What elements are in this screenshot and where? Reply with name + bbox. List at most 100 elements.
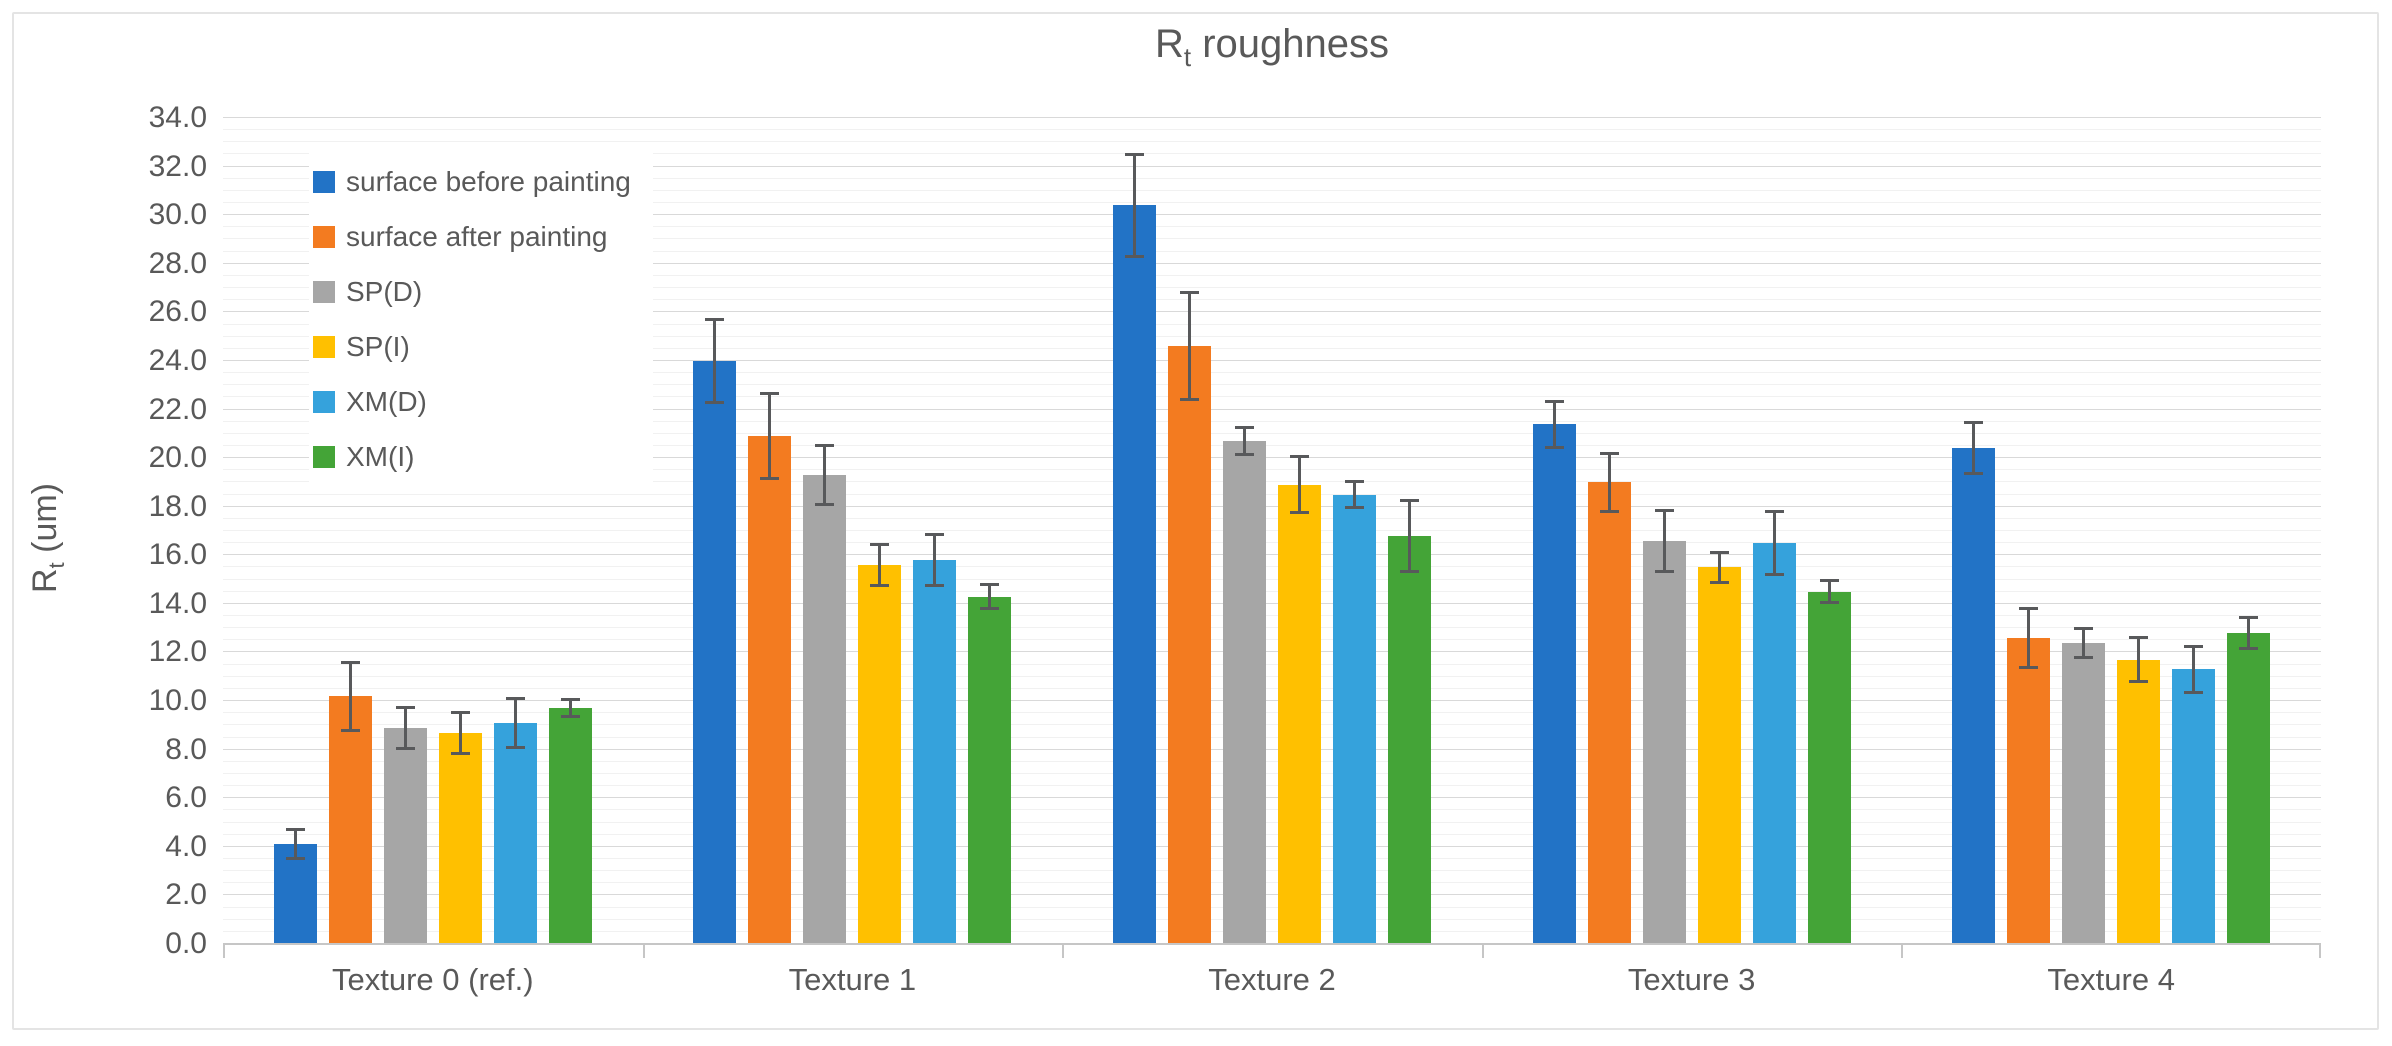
bar-xm-d--4 xyxy=(2172,669,2216,944)
error-bar-cap xyxy=(925,584,945,588)
y-axis-tick-label: 20.0 xyxy=(148,441,207,475)
legend-label: XM(I) xyxy=(346,440,415,472)
error-bar-cap xyxy=(395,746,415,750)
bar-sp-i--3 xyxy=(1697,567,1741,944)
error-bar xyxy=(458,712,462,754)
minor-gridline xyxy=(223,821,2321,823)
minor-gridline xyxy=(223,785,2321,787)
error-bar xyxy=(933,534,937,586)
error-bar xyxy=(1552,401,1556,448)
minor-gridline xyxy=(223,372,2321,374)
x-axis-tick xyxy=(642,944,645,958)
minor-gridline xyxy=(223,287,2321,289)
bar-surface-after-painting-0 xyxy=(328,696,372,944)
major-gridline xyxy=(223,214,2321,216)
error-bar-cap xyxy=(1400,499,1419,503)
y-axis-tick-label: 34.0 xyxy=(148,101,207,134)
legend-label: SP(I) xyxy=(346,330,410,362)
error-bar-cap xyxy=(2129,636,2149,640)
minor-gridline xyxy=(223,530,2321,531)
y-axis-title-subscript: t xyxy=(43,562,69,569)
error-bar-cap xyxy=(2019,665,2039,669)
minor-gridline xyxy=(223,736,2321,738)
minor-gridline xyxy=(223,141,2321,143)
error-bar-cap xyxy=(1819,601,1839,605)
bar-sp-i--4 xyxy=(2117,659,2161,944)
error-bar xyxy=(823,445,827,505)
error-bar xyxy=(1133,154,1136,257)
error-bar-cap xyxy=(1764,510,1784,514)
error-bar-cap xyxy=(340,660,360,664)
error-bar xyxy=(403,707,407,749)
minor-gridline xyxy=(223,578,2321,580)
minor-gridline xyxy=(223,675,2321,677)
minor-gridline xyxy=(223,226,2321,228)
error-bar xyxy=(513,698,517,748)
minor-gridline xyxy=(223,566,2321,568)
chart-title-rest: roughness xyxy=(1191,22,1390,66)
legend-item: surface before painting xyxy=(313,154,631,209)
minor-gridline xyxy=(223,299,2321,301)
legend-item: surface after painting xyxy=(313,209,631,264)
error-bar-cap xyxy=(1654,508,1674,512)
minor-gridline xyxy=(223,250,2321,252)
bar-xm-d--3 xyxy=(1752,543,1796,944)
bar-sp-i--0 xyxy=(438,732,482,944)
error-bar-cap xyxy=(1709,580,1729,584)
error-bar xyxy=(2137,637,2141,682)
error-bar-cap xyxy=(870,542,890,546)
error-bar-cap xyxy=(760,477,780,481)
x-axis-tick xyxy=(223,944,225,958)
error-bar-cap xyxy=(2239,647,2259,651)
minor-gridline xyxy=(223,517,2321,519)
error-bar-cap xyxy=(560,698,580,702)
x-axis-line xyxy=(223,943,2321,945)
error-bar-cap xyxy=(2019,607,2039,611)
legend: surface before painting surface after pai… xyxy=(309,150,653,488)
error-bar-cap xyxy=(1709,551,1729,555)
minor-gridline xyxy=(223,712,2321,714)
minor-gridline xyxy=(223,857,2321,859)
legend-label: SP(D) xyxy=(346,275,423,307)
error-bar-cap xyxy=(450,751,470,755)
error-bar xyxy=(348,662,352,731)
minor-gridline xyxy=(223,432,2321,434)
minor-gridline xyxy=(223,420,2321,422)
y-axis-tick-label: 28.0 xyxy=(148,246,207,280)
major-gridline xyxy=(223,505,2321,507)
error-bar-cap xyxy=(1180,291,1199,295)
error-bar-cap xyxy=(340,728,360,732)
major-gridline xyxy=(223,845,2321,847)
error-bar xyxy=(2247,617,2251,649)
bar-xm-d--0 xyxy=(493,722,537,944)
minor-gridline xyxy=(223,238,2321,240)
x-axis-category-label: Texture 4 xyxy=(2047,962,2175,997)
bar-sp-d--1 xyxy=(803,475,847,944)
y-axis-title: Rt (um) xyxy=(26,125,72,951)
error-bar-cap xyxy=(1290,511,1309,515)
major-gridline xyxy=(223,165,2321,167)
legend-swatch xyxy=(313,445,335,468)
error-bar xyxy=(1607,453,1611,512)
error-bar xyxy=(1717,552,1721,583)
error-bar-cap xyxy=(815,502,835,506)
bar-xm-i--3 xyxy=(1807,591,1851,944)
chart-title-base: R xyxy=(1154,22,1184,66)
x-axis-tick xyxy=(1901,944,1904,958)
error-bar-cap xyxy=(450,710,470,714)
minor-gridline xyxy=(223,760,2321,762)
minor-gridline xyxy=(223,542,2321,544)
bar-surface-after-painting-3 xyxy=(1587,482,1631,944)
error-bar-cap xyxy=(2074,626,2094,630)
error-bar-cap xyxy=(2184,691,2204,695)
y-axis-tick-label: 18.0 xyxy=(148,489,207,523)
minor-gridline xyxy=(223,590,2321,592)
error-bar-cap xyxy=(1345,479,1364,483)
major-gridline xyxy=(223,359,2321,361)
minor-gridline xyxy=(223,202,2321,204)
y-axis-tick-label: 4.0 xyxy=(165,829,207,863)
x-axis-tick xyxy=(1481,944,1484,958)
error-bar-cap xyxy=(285,857,305,861)
legend-item: SP(I) xyxy=(313,319,631,374)
